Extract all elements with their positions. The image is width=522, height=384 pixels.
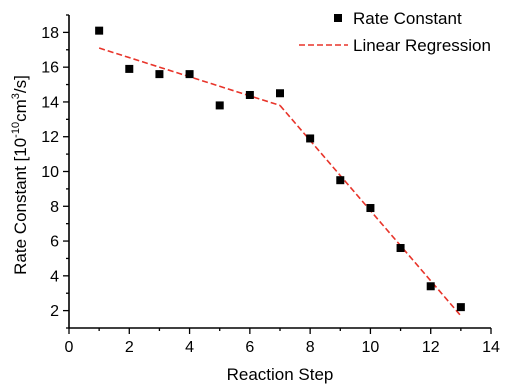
- y-axis: 2 4 6 8 10 12 14 16 18: [41, 14, 69, 329]
- x-tick-label: 2: [125, 339, 134, 356]
- data-point: [336, 176, 345, 185]
- data-point: [125, 64, 134, 73]
- y-axis-title: Rate Constant [10-10cm3/s]: [10, 75, 30, 275]
- y-axis-title-exp2: 3: [10, 93, 22, 99]
- data-point: [426, 282, 435, 291]
- data-point: [155, 70, 164, 79]
- legend-label-linear-regression: Linear Regression: [353, 36, 491, 55]
- y-tick-label: 4: [50, 268, 59, 285]
- data-point: [276, 89, 284, 98]
- plot-area: [68, 15, 491, 329]
- data-point: [245, 90, 254, 99]
- series-layer: [95, 26, 465, 317]
- data-point: [185, 70, 194, 79]
- x-tick-label: 8: [306, 339, 315, 356]
- y-tick-label: 14: [41, 94, 59, 111]
- y-tick-label: 16: [41, 60, 59, 77]
- y-tick-label: 12: [41, 129, 59, 146]
- data-point: [396, 244, 405, 253]
- y-axis-title-end: /s]: [11, 75, 30, 93]
- legend-marker-rate-constant: [334, 14, 342, 22]
- data-point: [215, 101, 224, 110]
- y-axis-title-exp1: -10: [10, 122, 22, 138]
- y-tick-label: 2: [50, 303, 59, 320]
- legend-label-rate-constant: Rate Constant: [353, 9, 462, 28]
- x-tick-label: 6: [245, 339, 254, 356]
- data-point: [456, 303, 465, 312]
- x-axis: 0 2 4 6 8 10 12 14: [65, 328, 500, 356]
- x-tick-label: 4: [185, 339, 194, 356]
- y-axis-title-main: Rate Constant [10: [11, 138, 30, 275]
- legend: Rate Constant Linear Regression: [299, 9, 491, 55]
- data-point: [95, 26, 104, 35]
- x-tick-label: 0: [65, 339, 74, 356]
- x-axis-title: Reaction Step: [227, 365, 334, 384]
- y-tick-label: 6: [50, 234, 59, 251]
- x-tick-label: 10: [362, 339, 380, 356]
- data-point: [306, 134, 315, 143]
- x-tick-label: 14: [482, 339, 500, 356]
- y-axis-title-mid: cm: [11, 99, 30, 122]
- y-tick-label: 18: [41, 25, 59, 42]
- x-tick-label: 12: [422, 339, 440, 356]
- data-point: [366, 204, 375, 213]
- y-tick-label: 8: [50, 199, 59, 216]
- y-tick-label: 10: [41, 164, 59, 181]
